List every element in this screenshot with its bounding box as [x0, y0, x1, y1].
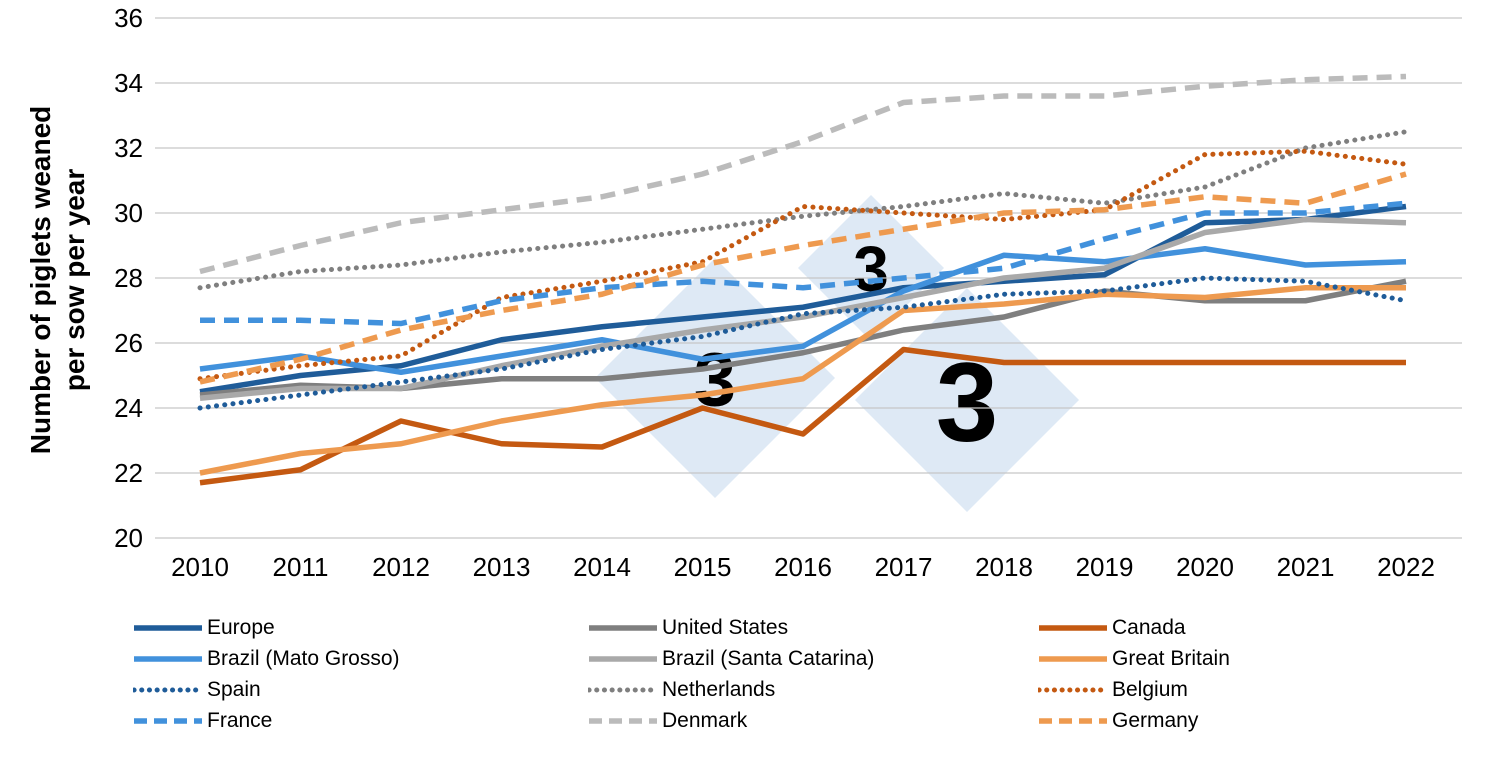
legend-label-spain: Spain	[207, 677, 261, 701]
legend-item-europe: Europe	[133, 612, 588, 643]
x-tick-label-2019: 2019	[1076, 552, 1134, 582]
series-line-netherlands	[197, 129, 1409, 291]
y-tick-label-26: 26	[114, 328, 143, 358]
legend: Europe Brazil (Mato Grosso) Spain France Uni…	[133, 612, 1458, 736]
legend-item-canada: Canada	[1038, 612, 1458, 643]
legend-label-france: France	[207, 708, 273, 732]
x-tick-label-2011: 2011	[273, 552, 329, 582]
y-axis-title-line-2: per sow per year	[59, 169, 90, 392]
legend-item-netherlands: Netherlands	[588, 674, 1038, 705]
legend-label-great-britain: Great Britain	[1112, 646, 1230, 670]
legend-swatch-dashed-line-icon	[1039, 717, 1107, 724]
legend-label-brazil-santa-catarina: Brazil (Santa Catarina)	[662, 646, 875, 670]
series-line-denmark	[199, 73, 1407, 275]
y-tick-label-28: 28	[114, 263, 143, 293]
legend-swatch-dotted-line-icon	[588, 687, 658, 692]
legend-column: Canada Great Britain Belgium Germany	[1038, 612, 1458, 736]
legend-swatch-dotted-line-icon	[1038, 687, 1108, 692]
legend-item-brazil-santa-catarina: Brazil (Santa Catarina)	[588, 643, 1038, 674]
series-line-belgium	[197, 148, 1409, 382]
x-tick-label-2022: 2022	[1377, 552, 1435, 582]
legend-label-united-states: United States	[662, 615, 789, 639]
series-line-europe	[199, 203, 1407, 395]
legend-swatch-solid-line-icon	[134, 624, 202, 631]
legend-swatch-dashed-line-icon	[134, 717, 202, 724]
legend-item-united-states: United States	[588, 612, 1038, 643]
legend-item-france: France	[133, 705, 588, 736]
y-tick-label-22: 22	[114, 458, 143, 488]
series-line-great-britain	[199, 285, 1406, 476]
legend-swatch-solid-line-icon	[589, 624, 657, 631]
x-tick-label-2015: 2015	[674, 552, 732, 582]
series-line-france	[200, 200, 1407, 327]
watermark-diamond	[798, 195, 945, 342]
legend-item-denmark: Denmark	[588, 705, 1038, 736]
series-line-brazil-mato-grosso	[199, 246, 1407, 375]
series-line-canada	[199, 346, 1406, 486]
legend-item-brazil-mato-grosso: Brazil (Mato Grosso)	[133, 643, 588, 674]
legend-label-belgium: Belgium	[1112, 677, 1188, 701]
legend-swatch-solid-line-icon	[134, 655, 202, 662]
legend-column: Europe Brazil (Mato Grosso) Spain France	[133, 612, 588, 736]
watermark-diamond	[854, 287, 1079, 512]
legend-swatch-dotted-line-icon	[133, 687, 203, 692]
y-tick-label-20: 20	[114, 523, 143, 553]
y-tick-label-34: 34	[114, 68, 143, 98]
x-tick-label-2018: 2018	[975, 552, 1033, 582]
y-tick-label-24: 24	[114, 393, 143, 423]
legend-label-germany: Germany	[1112, 708, 1199, 732]
series-line-brazil-santa-catarina	[199, 216, 1407, 401]
legend-item-great-britain: Great Britain	[1038, 643, 1458, 674]
y-axis-title-line-1: Number of piglets weaned	[25, 106, 56, 455]
legend-label-brazil-mato-grosso: Brazil (Mato Grosso)	[207, 646, 400, 670]
legend-swatch-solid-line-icon	[589, 655, 657, 662]
y-tick-label-36: 36	[114, 3, 143, 33]
x-tick-label-2013: 2013	[473, 552, 531, 582]
legend-swatch-solid-line-icon	[1039, 655, 1107, 662]
legend-label-denmark: Denmark	[662, 708, 748, 732]
legend-label-canada: Canada	[1112, 615, 1186, 639]
x-tick-label-2014: 2014	[573, 552, 631, 582]
y-tick-label-30: 30	[114, 198, 143, 228]
x-tick-label-2012: 2012	[372, 552, 430, 582]
legend-column: United States Brazil (Santa Catarina) Neth…	[588, 612, 1038, 736]
x-tick-label-2010: 2010	[171, 552, 229, 582]
legend-item-spain: Spain	[133, 674, 588, 705]
x-tick-label-2021: 2021	[1277, 552, 1335, 582]
x-tick-label-2017: 2017	[875, 552, 933, 582]
legend-item-belgium: Belgium	[1038, 674, 1458, 705]
x-tick-label-2016: 2016	[774, 552, 832, 582]
x-tick-label-2020: 2020	[1176, 552, 1234, 582]
y-tick-label-32: 32	[114, 133, 143, 163]
legend-swatch-dashed-line-icon	[589, 717, 657, 724]
legend-swatch-solid-line-icon	[1039, 624, 1107, 631]
legend-label-europe: Europe	[207, 615, 275, 639]
legend-label-netherlands: Netherlands	[662, 677, 776, 701]
series-line-spain	[197, 275, 1409, 411]
legend-item-germany: Germany	[1038, 705, 1458, 736]
